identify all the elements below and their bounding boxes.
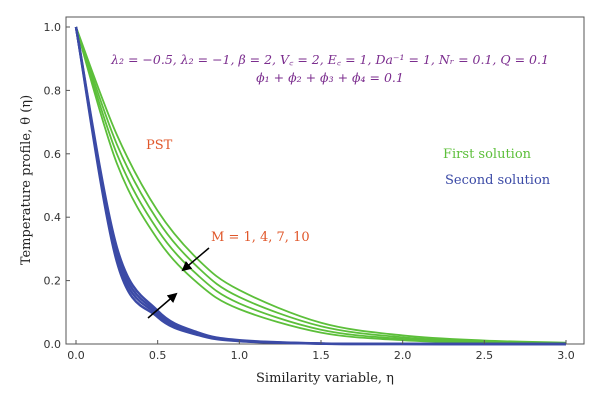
parameters-line-2: ϕ₁ + ϕ₂ + ϕ₃ + ϕ₄ = 0.1 (256, 70, 404, 85)
first-solution-curve (75, 26, 567, 345)
y-tick-label: 0.6 (44, 148, 62, 161)
x-tick-label: 0.5 (149, 349, 167, 362)
x-tick-label: 1.0 (231, 349, 249, 362)
second-solution-label: Second solution (445, 173, 551, 188)
first-solution-label: First solution (443, 147, 532, 162)
parameters-line-1: λ₂ = −0.5, λ₂ = −1, β = 2, V꜀ = 2, E꜀ = … (110, 52, 549, 67)
x-tick-label: 2.0 (394, 349, 412, 362)
y-tick-label: 0.4 (44, 211, 62, 224)
first-solution-curve (75, 26, 567, 344)
first-solution-curve (75, 26, 567, 344)
x-tick-label: 3.0 (557, 349, 575, 362)
ticks-layer: 0.0 0.5 1.0 1.5 2.0 2.5 3.0 0.0 0.2 0.4 0.6 0.8 1.0 (44, 21, 575, 362)
x-tick-label: 1.5 (312, 349, 330, 362)
m-values-label: M = 1, 4, 7, 10 (211, 230, 310, 245)
arrow-first-solution (181, 247, 210, 272)
y-tick-label: 1.0 (44, 21, 62, 34)
pst-label: PST (146, 138, 173, 153)
x-axis-title: Similarity variable, η (256, 371, 394, 386)
y-axis-title: Temperature profile, θ (η) (19, 95, 34, 265)
x-tick-label: 2.5 (476, 349, 494, 362)
x-tick-label: 0.0 (67, 349, 85, 362)
arrow-second-solution (147, 292, 178, 319)
y-tick-label: 0.8 (44, 84, 62, 97)
y-tick-label: 0.2 (44, 275, 62, 288)
y-tick-label: 0.0 (44, 338, 62, 351)
